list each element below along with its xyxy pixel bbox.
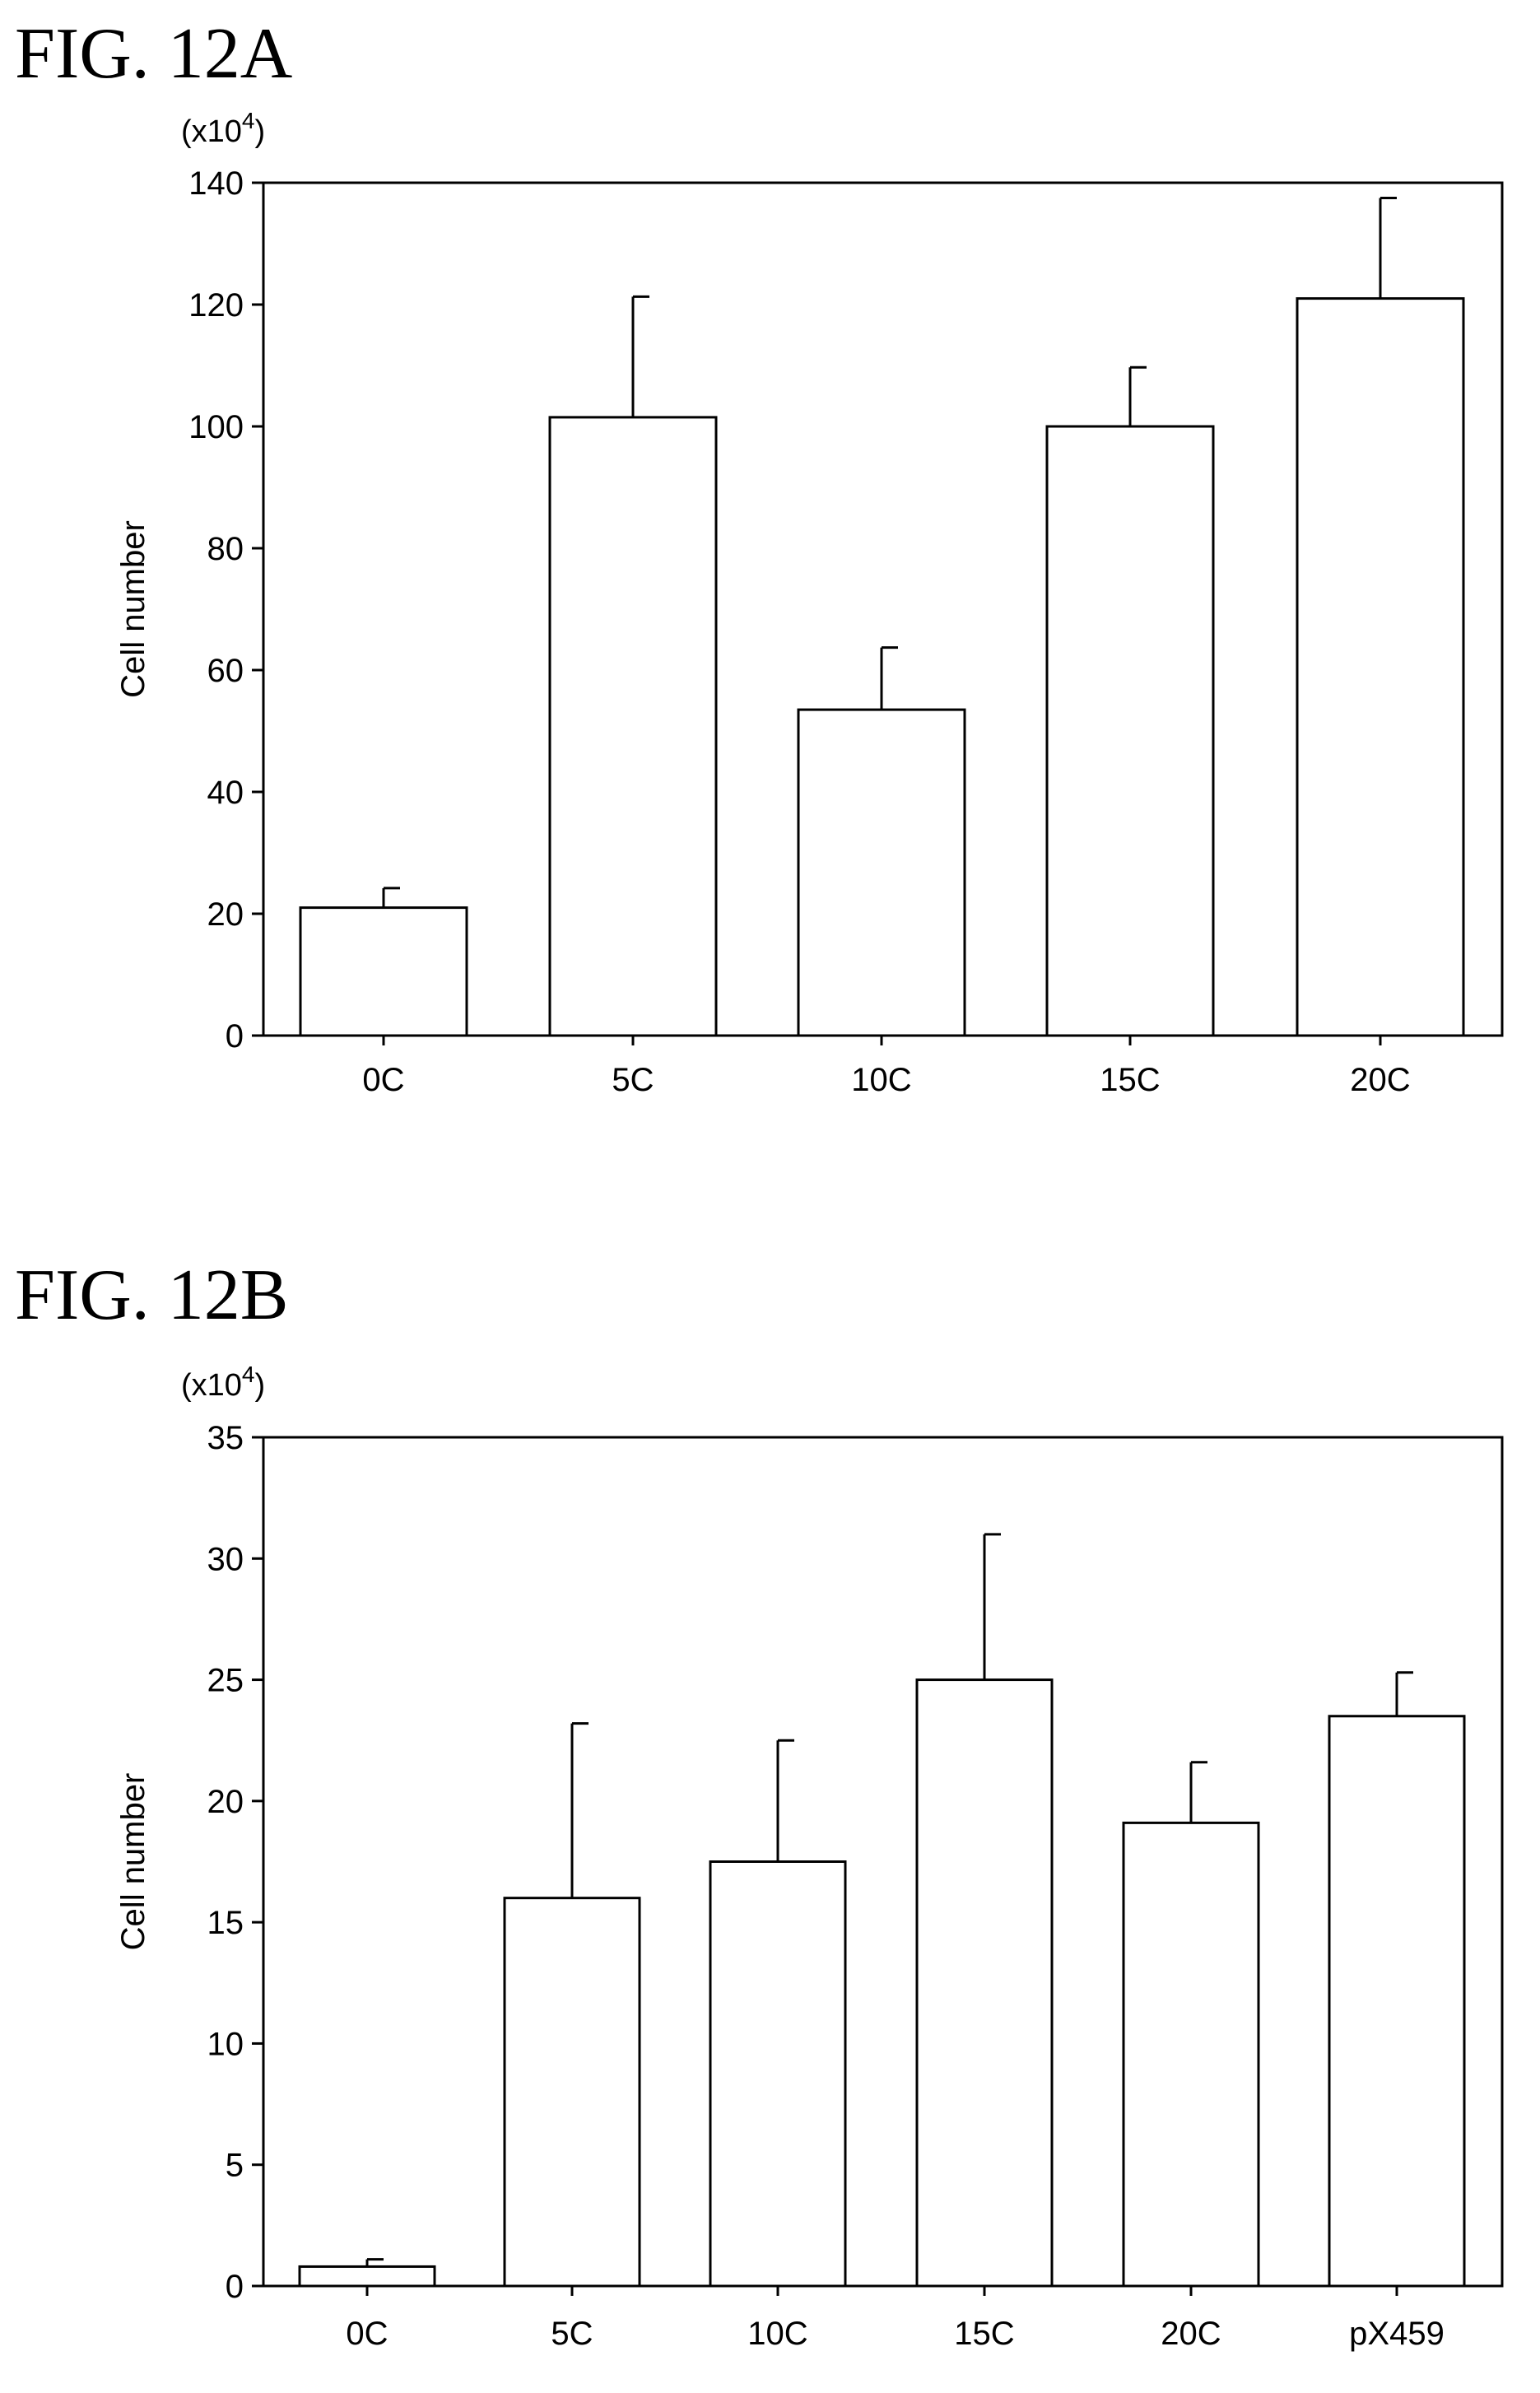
y-tick-label: 30 [207,1541,244,1577]
x-category-label: 5C [612,1062,654,1098]
x-category-label: 10C [851,1062,911,1098]
figure-title-12a: FIG. 12A [15,14,293,94]
y-tick-label: 20 [207,1784,244,1820]
y-unit-label: (x104) [181,108,265,149]
x-category-label: 15C [954,2316,1014,2352]
bar-pX459 [1328,1715,1466,2288]
bar-10C [797,708,966,1037]
y-tick-label: 25 [207,1663,244,1699]
bar-0C [298,2265,436,2288]
y-tick-label: 5 [226,2148,244,2184]
bar-20C [1122,1821,1260,2288]
y-tick-label: 120 [188,287,244,324]
plot-frame [262,1436,1504,2288]
x-category-label: pX459 [1349,2316,1445,2352]
y-unit-label: (x104) [181,1362,265,1403]
bar-5C [503,1897,641,2288]
y-tick-label: 80 [207,531,244,567]
x-category-label: 20C [1350,1062,1410,1098]
x-category-label: 0C [362,1062,404,1098]
x-category-label: 20C [1161,2316,1221,2352]
bar-5C [548,416,718,1037]
bar-chart-12a: 0 20 40 60 80 100 120 140 (x104) Cell number 0C 5C 1… [115,108,1504,1098]
y-tick-label: 35 [207,1420,244,1456]
y-tick-label: 10 [207,2026,244,2062]
bar-10C [709,1860,847,2288]
y-tick-label: 60 [207,653,244,689]
y-tick-label: 100 [188,409,244,445]
y-tick-label: 20 [207,896,244,933]
y-tick-label: 0 [226,2269,244,2305]
bar-20C [1296,297,1465,1037]
y-tick-label: 15 [207,1905,244,1941]
y-tick-label: 40 [207,775,244,811]
bar-15C [915,1678,1054,2288]
x-category-label: 5C [551,2316,593,2352]
y-axis-label: Cell number [115,520,151,698]
x-category-label: 10C [747,2316,807,2352]
y-tick-label: 140 [188,165,244,202]
bar-15C [1045,425,1215,1037]
figure-title-12b: FIG. 12B [15,1255,289,1335]
x-category-label: 15C [1100,1062,1160,1098]
y-axis-label: Cell number [115,1773,151,1951]
y-tick-label: 0 [226,1018,244,1055]
bar-0C [299,906,468,1037]
x-category-label: 0C [346,2316,388,2352]
